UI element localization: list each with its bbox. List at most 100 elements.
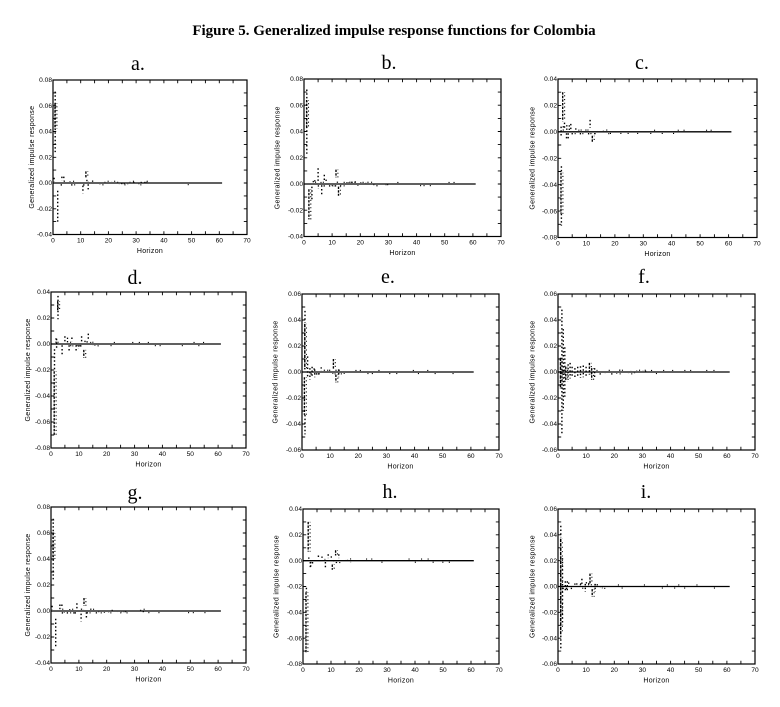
svg-text:70: 70 <box>242 451 250 458</box>
svg-text:0: 0 <box>301 667 305 674</box>
svg-text:Horizon: Horizon <box>644 251 670 258</box>
svg-text:10: 10 <box>328 240 336 247</box>
svg-text:Horizon: Horizon <box>135 677 161 684</box>
svg-text:10: 10 <box>583 241 591 248</box>
svg-text:Generalized impulse response: Generalized impulse response <box>25 534 32 637</box>
svg-text:0.06: 0.06 <box>290 103 303 110</box>
svg-text:10: 10 <box>582 667 590 674</box>
svg-text:Horizon: Horizon <box>137 248 163 255</box>
svg-text:30: 30 <box>639 667 647 674</box>
svg-text:20: 20 <box>103 451 111 458</box>
svg-text:Horizon: Horizon <box>643 678 669 685</box>
svg-text:0.02: 0.02 <box>544 558 557 565</box>
svg-text:30: 30 <box>132 238 140 245</box>
svg-text:Horizon: Horizon <box>135 462 161 469</box>
svg-text:0: 0 <box>302 240 306 247</box>
svg-text:-0.06: -0.06 <box>542 208 557 215</box>
svg-text:0.04: 0.04 <box>288 317 301 324</box>
svg-text:Generalized impulse response: Generalized impulse response <box>275 106 282 209</box>
svg-text:Generalized impulse response: Generalized impulse response <box>274 535 281 638</box>
svg-text:-0.06: -0.06 <box>542 661 557 668</box>
svg-text:-0.02: -0.02 <box>37 206 52 213</box>
svg-text:-0.02: -0.02 <box>286 395 301 402</box>
svg-text:0: 0 <box>49 451 53 458</box>
svg-text:0.06: 0.06 <box>544 506 557 513</box>
svg-text:-0.04: -0.04 <box>37 232 52 239</box>
svg-text:50: 50 <box>695 667 703 674</box>
svg-text:40: 40 <box>668 241 676 248</box>
svg-text:0.02: 0.02 <box>37 315 50 322</box>
svg-text:0: 0 <box>556 667 560 674</box>
svg-text:60: 60 <box>723 453 731 460</box>
svg-text:70: 70 <box>753 241 761 248</box>
svg-text:-0.08: -0.08 <box>287 661 302 668</box>
svg-text:-0.04: -0.04 <box>542 635 557 642</box>
svg-text:-0.02: -0.02 <box>35 367 50 374</box>
svg-text:Generalized impulse response: Generalized impulse response <box>530 107 537 210</box>
svg-text:Horizon: Horizon <box>387 464 413 471</box>
svg-text:70: 70 <box>242 666 250 673</box>
svg-text:70: 70 <box>495 667 503 674</box>
svg-text:0.00: 0.00 <box>37 608 50 615</box>
svg-text:-0.02: -0.02 <box>288 207 303 214</box>
svg-text:30: 30 <box>131 666 139 673</box>
svg-text:0: 0 <box>556 453 560 460</box>
svg-text:70: 70 <box>751 453 759 460</box>
svg-text:-0.02: -0.02 <box>542 395 557 402</box>
svg-text:-0.04: -0.04 <box>35 660 50 667</box>
svg-text:Generalized impulse response: Generalized impulse response <box>29 106 36 209</box>
svg-text:0.04: 0.04 <box>37 289 50 296</box>
svg-text:10: 10 <box>77 238 85 245</box>
svg-text:0.00: 0.00 <box>544 129 557 136</box>
svg-text:70: 70 <box>495 453 503 460</box>
svg-text:0.02: 0.02 <box>39 155 52 162</box>
svg-text:30: 30 <box>383 453 391 460</box>
svg-text:0: 0 <box>49 666 53 673</box>
svg-text:-0.04: -0.04 <box>35 393 50 400</box>
svg-text:40: 40 <box>667 453 675 460</box>
svg-text:0.02: 0.02 <box>288 343 301 350</box>
svg-text:60: 60 <box>216 238 224 245</box>
svg-text:0.08: 0.08 <box>290 76 303 83</box>
svg-text:50: 50 <box>187 451 195 458</box>
svg-text:0.00: 0.00 <box>290 181 303 188</box>
svg-text:20: 20 <box>355 667 363 674</box>
svg-text:0: 0 <box>51 238 55 245</box>
svg-text:Horizon: Horizon <box>389 250 415 257</box>
svg-text:-0.04: -0.04 <box>286 421 301 428</box>
svg-text:30: 30 <box>640 241 648 248</box>
svg-text:60: 60 <box>469 240 477 247</box>
svg-text:0.00: 0.00 <box>544 369 557 376</box>
svg-text:70: 70 <box>243 238 251 245</box>
svg-text:Generalized impulse response: Generalized impulse response <box>530 535 537 638</box>
svg-text:20: 20 <box>103 666 111 673</box>
svg-text:30: 30 <box>385 240 393 247</box>
svg-text:0.06: 0.06 <box>39 103 52 110</box>
svg-text:0.08: 0.08 <box>37 504 50 511</box>
svg-text:0.04: 0.04 <box>544 532 557 539</box>
svg-text:Generalized impulse response: Generalized impulse response <box>273 321 280 424</box>
svg-text:-0.04: -0.04 <box>288 234 303 241</box>
svg-text:0.02: 0.02 <box>544 343 557 350</box>
svg-text:20: 20 <box>105 238 113 245</box>
svg-text:40: 40 <box>160 238 168 245</box>
svg-text:-0.08: -0.08 <box>542 235 557 242</box>
svg-text:20: 20 <box>611 241 619 248</box>
svg-text:0.04: 0.04 <box>290 129 303 136</box>
svg-text:0: 0 <box>300 453 304 460</box>
svg-text:0.06: 0.06 <box>37 530 50 537</box>
svg-text:-0.06: -0.06 <box>542 447 557 454</box>
svg-text:50: 50 <box>695 453 703 460</box>
svg-text:0.08: 0.08 <box>39 77 52 84</box>
svg-text:-0.06: -0.06 <box>286 447 301 454</box>
svg-text:70: 70 <box>497 240 505 247</box>
svg-text:-0.02: -0.02 <box>35 634 50 641</box>
svg-text:0.06: 0.06 <box>288 291 301 298</box>
svg-text:-0.06: -0.06 <box>35 419 50 426</box>
svg-text:-0.04: -0.04 <box>542 421 557 428</box>
svg-text:50: 50 <box>441 240 449 247</box>
svg-text:0.06: 0.06 <box>544 291 557 298</box>
svg-text:60: 60 <box>723 667 731 674</box>
svg-text:-0.06: -0.06 <box>287 635 302 642</box>
svg-text:40: 40 <box>411 453 419 460</box>
